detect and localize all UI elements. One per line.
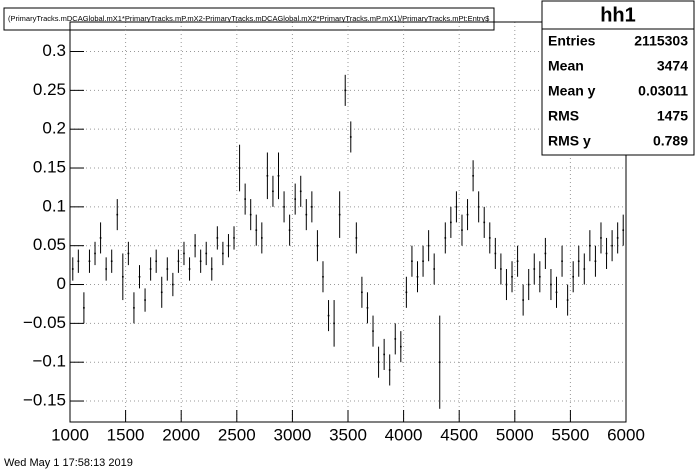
x-tick-label: 4000 xyxy=(385,425,423,444)
x-tick-label: 1000 xyxy=(51,425,89,444)
chart-title: (PrimaryTracks.mDCAGlobal.mX1*PrimaryTra… xyxy=(8,14,490,23)
x-tick-label: 5500 xyxy=(551,425,589,444)
y-tick-label: 0.25 xyxy=(33,80,66,99)
x-tick-label: 3000 xyxy=(273,425,311,444)
y-tick-label: −0.15 xyxy=(23,391,66,410)
stats-label: Entries xyxy=(548,33,596,49)
y-tick-label: 0.1 xyxy=(42,196,66,215)
stats-label: Mean xyxy=(548,58,584,74)
title-box xyxy=(3,7,495,31)
stats-value: 0.03011 xyxy=(638,83,688,99)
x-tick-label: 4500 xyxy=(440,425,478,444)
x-tick-label: 6000 xyxy=(607,425,645,444)
y-tick-label: −0.1 xyxy=(32,352,66,371)
x-tick-label: 5000 xyxy=(496,425,534,444)
stats-title: hh1 xyxy=(600,4,636,26)
stats-value: 2115303 xyxy=(634,33,688,49)
stats-value: 0.789 xyxy=(653,133,688,149)
stats-label: RMS y xyxy=(548,133,591,149)
stats-label: RMS xyxy=(548,108,579,124)
x-tick-label: 2000 xyxy=(162,425,200,444)
footer: Wed May 1 17:58:13 2019 xyxy=(4,457,133,469)
stats-value: 1475 xyxy=(657,108,688,124)
y-tick-label: 0.05 xyxy=(33,235,66,254)
stats-frame xyxy=(541,0,695,156)
stats-value: 3474 xyxy=(657,58,688,74)
x-tick-label: 3500 xyxy=(329,425,367,444)
stats-box: hh1 Entries 2115303 Mean 3474 Mean y 0.03011 R… xyxy=(541,0,695,156)
frame xyxy=(69,21,627,423)
y-tick-label: 0 xyxy=(57,274,66,293)
y-tick-label: 0.15 xyxy=(33,158,66,177)
x-tick-label: 1500 xyxy=(107,425,145,444)
x-tick-label: 2500 xyxy=(218,425,256,444)
stats-label: Mean y xyxy=(548,83,596,99)
y-tick-label: −0.05 xyxy=(23,313,66,332)
y-tick-label: 0.2 xyxy=(42,119,66,138)
y-tick-label: 0.3 xyxy=(42,41,66,60)
plot-area: −0.15 −0.1 −0.05 0 0.05 0.1 0.15 0.2 0.25 0.3 1000… xyxy=(23,22,645,444)
